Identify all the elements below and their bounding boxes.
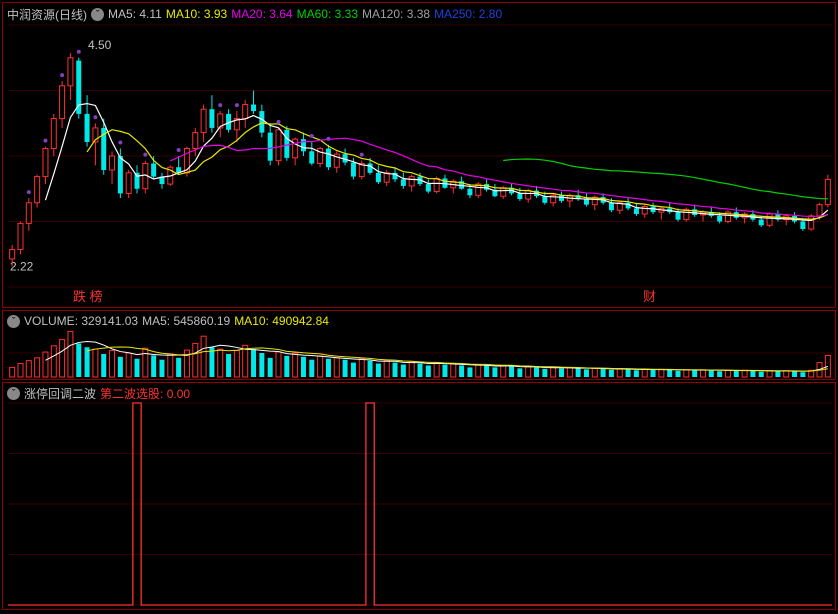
indicator-chart[interactable] [4,399,836,609]
tag-right: 财 [643,286,656,305]
volume-chart[interactable] [4,327,836,379]
ma10-label: MA10: 3.93 [166,7,227,21]
svg-text:4.50: 4.50 [88,38,112,52]
volume-label: VOLUME: 329141.03 [24,314,138,328]
chevron-down-icon[interactable]: ˇ [7,387,20,400]
chevron-down-icon[interactable]: ˇ [7,315,20,328]
main-chart-panel: 中润资源(日线) ˇ MA5: 4.11 MA10: 3.93 MA20: 3.… [2,2,836,308]
svg-text:2.22: 2.22 [10,259,34,273]
stock-chart-container: 中润资源(日线) ˇ MA5: 4.11 MA10: 3.93 MA20: 3.… [0,0,838,614]
volume-ma5-label: MA5: 545860.19 [142,314,230,328]
volume-panel: ˇ VOLUME: 329141.03 MA5: 545860.19 MA10:… [2,310,836,380]
ma20-label: MA20: 3.64 [231,7,292,21]
candlestick-chart[interactable]: 4.50 2.22 [4,21,836,291]
indicator-panel: ˇ 涨停回调二波 第二波选股: 0.00 [2,382,836,610]
ma5-label: MA5: 4.11 [108,7,162,21]
volume-ma10-label: MA10: 490942.84 [234,314,329,328]
stock-title: 中润资源(日线) [7,6,87,23]
ma250-label: MA250: 2.80 [434,7,502,21]
chevron-down-icon[interactable]: ˇ [91,8,104,21]
ma60-label: MA60: 3.33 [297,7,358,21]
tag-left: 跌 榜 [73,286,103,305]
ma120-label: MA120: 3.38 [362,7,430,21]
